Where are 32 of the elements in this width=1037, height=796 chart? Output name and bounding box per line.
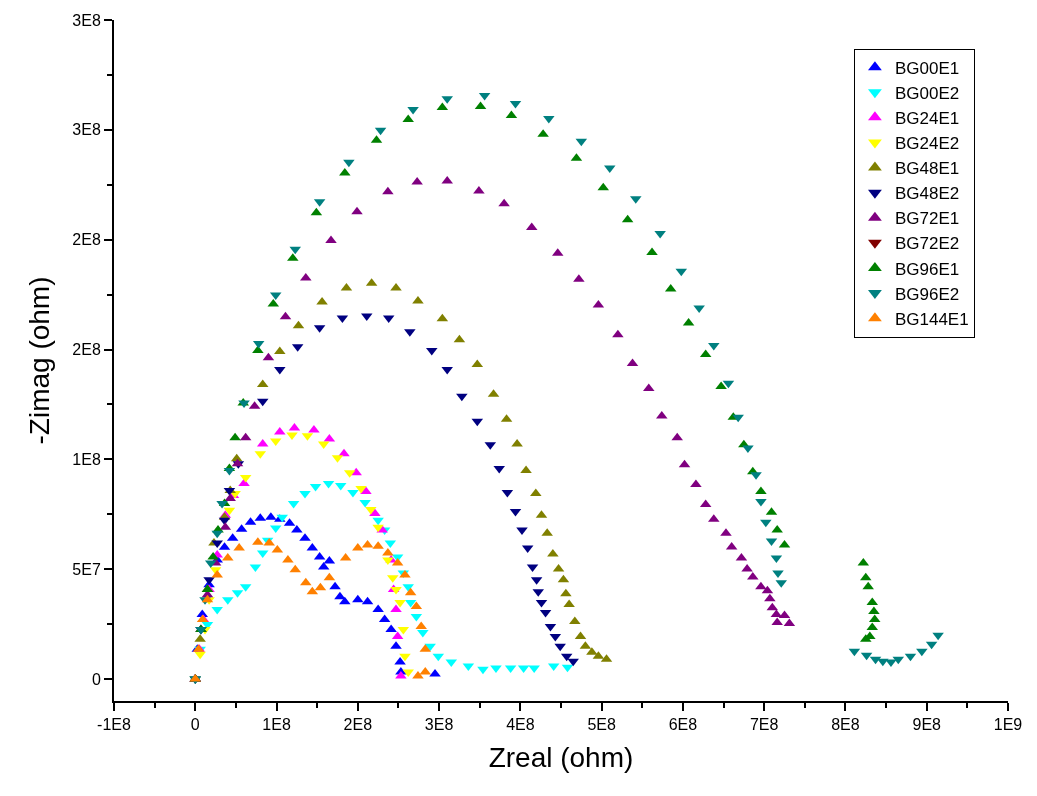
x-tick-label: 6E8	[668, 716, 698, 734]
y-tick-label: 3E8	[72, 11, 101, 29]
legend-label: BG24E1	[894, 108, 960, 128]
x-tick-label: 4E8	[506, 716, 535, 734]
x-tick-label: 1E8	[262, 716, 291, 734]
x-axis-title: Zreal (ohm)	[488, 741, 634, 773]
legend-label: BG96E2	[894, 284, 960, 304]
y-tick-label: 2E8	[72, 231, 101, 249]
x-tick-label: 7E8	[749, 716, 779, 734]
y-tick-label: 3E8	[72, 121, 101, 139]
x-tick-label: 8E8	[831, 716, 860, 734]
y-axis-title: -Zimag (ohm)	[23, 276, 55, 445]
x-tick-label: -1E8	[97, 716, 131, 734]
legend-label: BG72E1	[894, 209, 960, 229]
x-tick-label: 1E9	[993, 716, 1023, 734]
x-tick-label: 0	[190, 716, 200, 734]
legend-label: BG72E2	[894, 234, 960, 254]
y-tick-label: 5E7	[72, 560, 101, 578]
legend-label: BG24E2	[894, 134, 960, 154]
x-tick-label: 5E8	[587, 716, 616, 734]
y-tick-label: 0	[91, 670, 101, 688]
legend-label: BG00E1	[894, 58, 960, 78]
legend-label: BG00E2	[894, 83, 960, 103]
x-tick-label: 3E8	[424, 716, 454, 734]
x-tick-label: 9E8	[912, 716, 942, 734]
legend-label: BG96E1	[894, 259, 960, 279]
y-tick-label: 1E8	[72, 450, 101, 468]
y-tick-label: 2E8	[72, 341, 101, 359]
x-tick-label: 2E8	[343, 716, 373, 734]
legend-label: BG48E2	[894, 184, 960, 204]
legend-label: BG144E1	[894, 309, 969, 329]
legend-label: BG48E1	[894, 159, 960, 179]
